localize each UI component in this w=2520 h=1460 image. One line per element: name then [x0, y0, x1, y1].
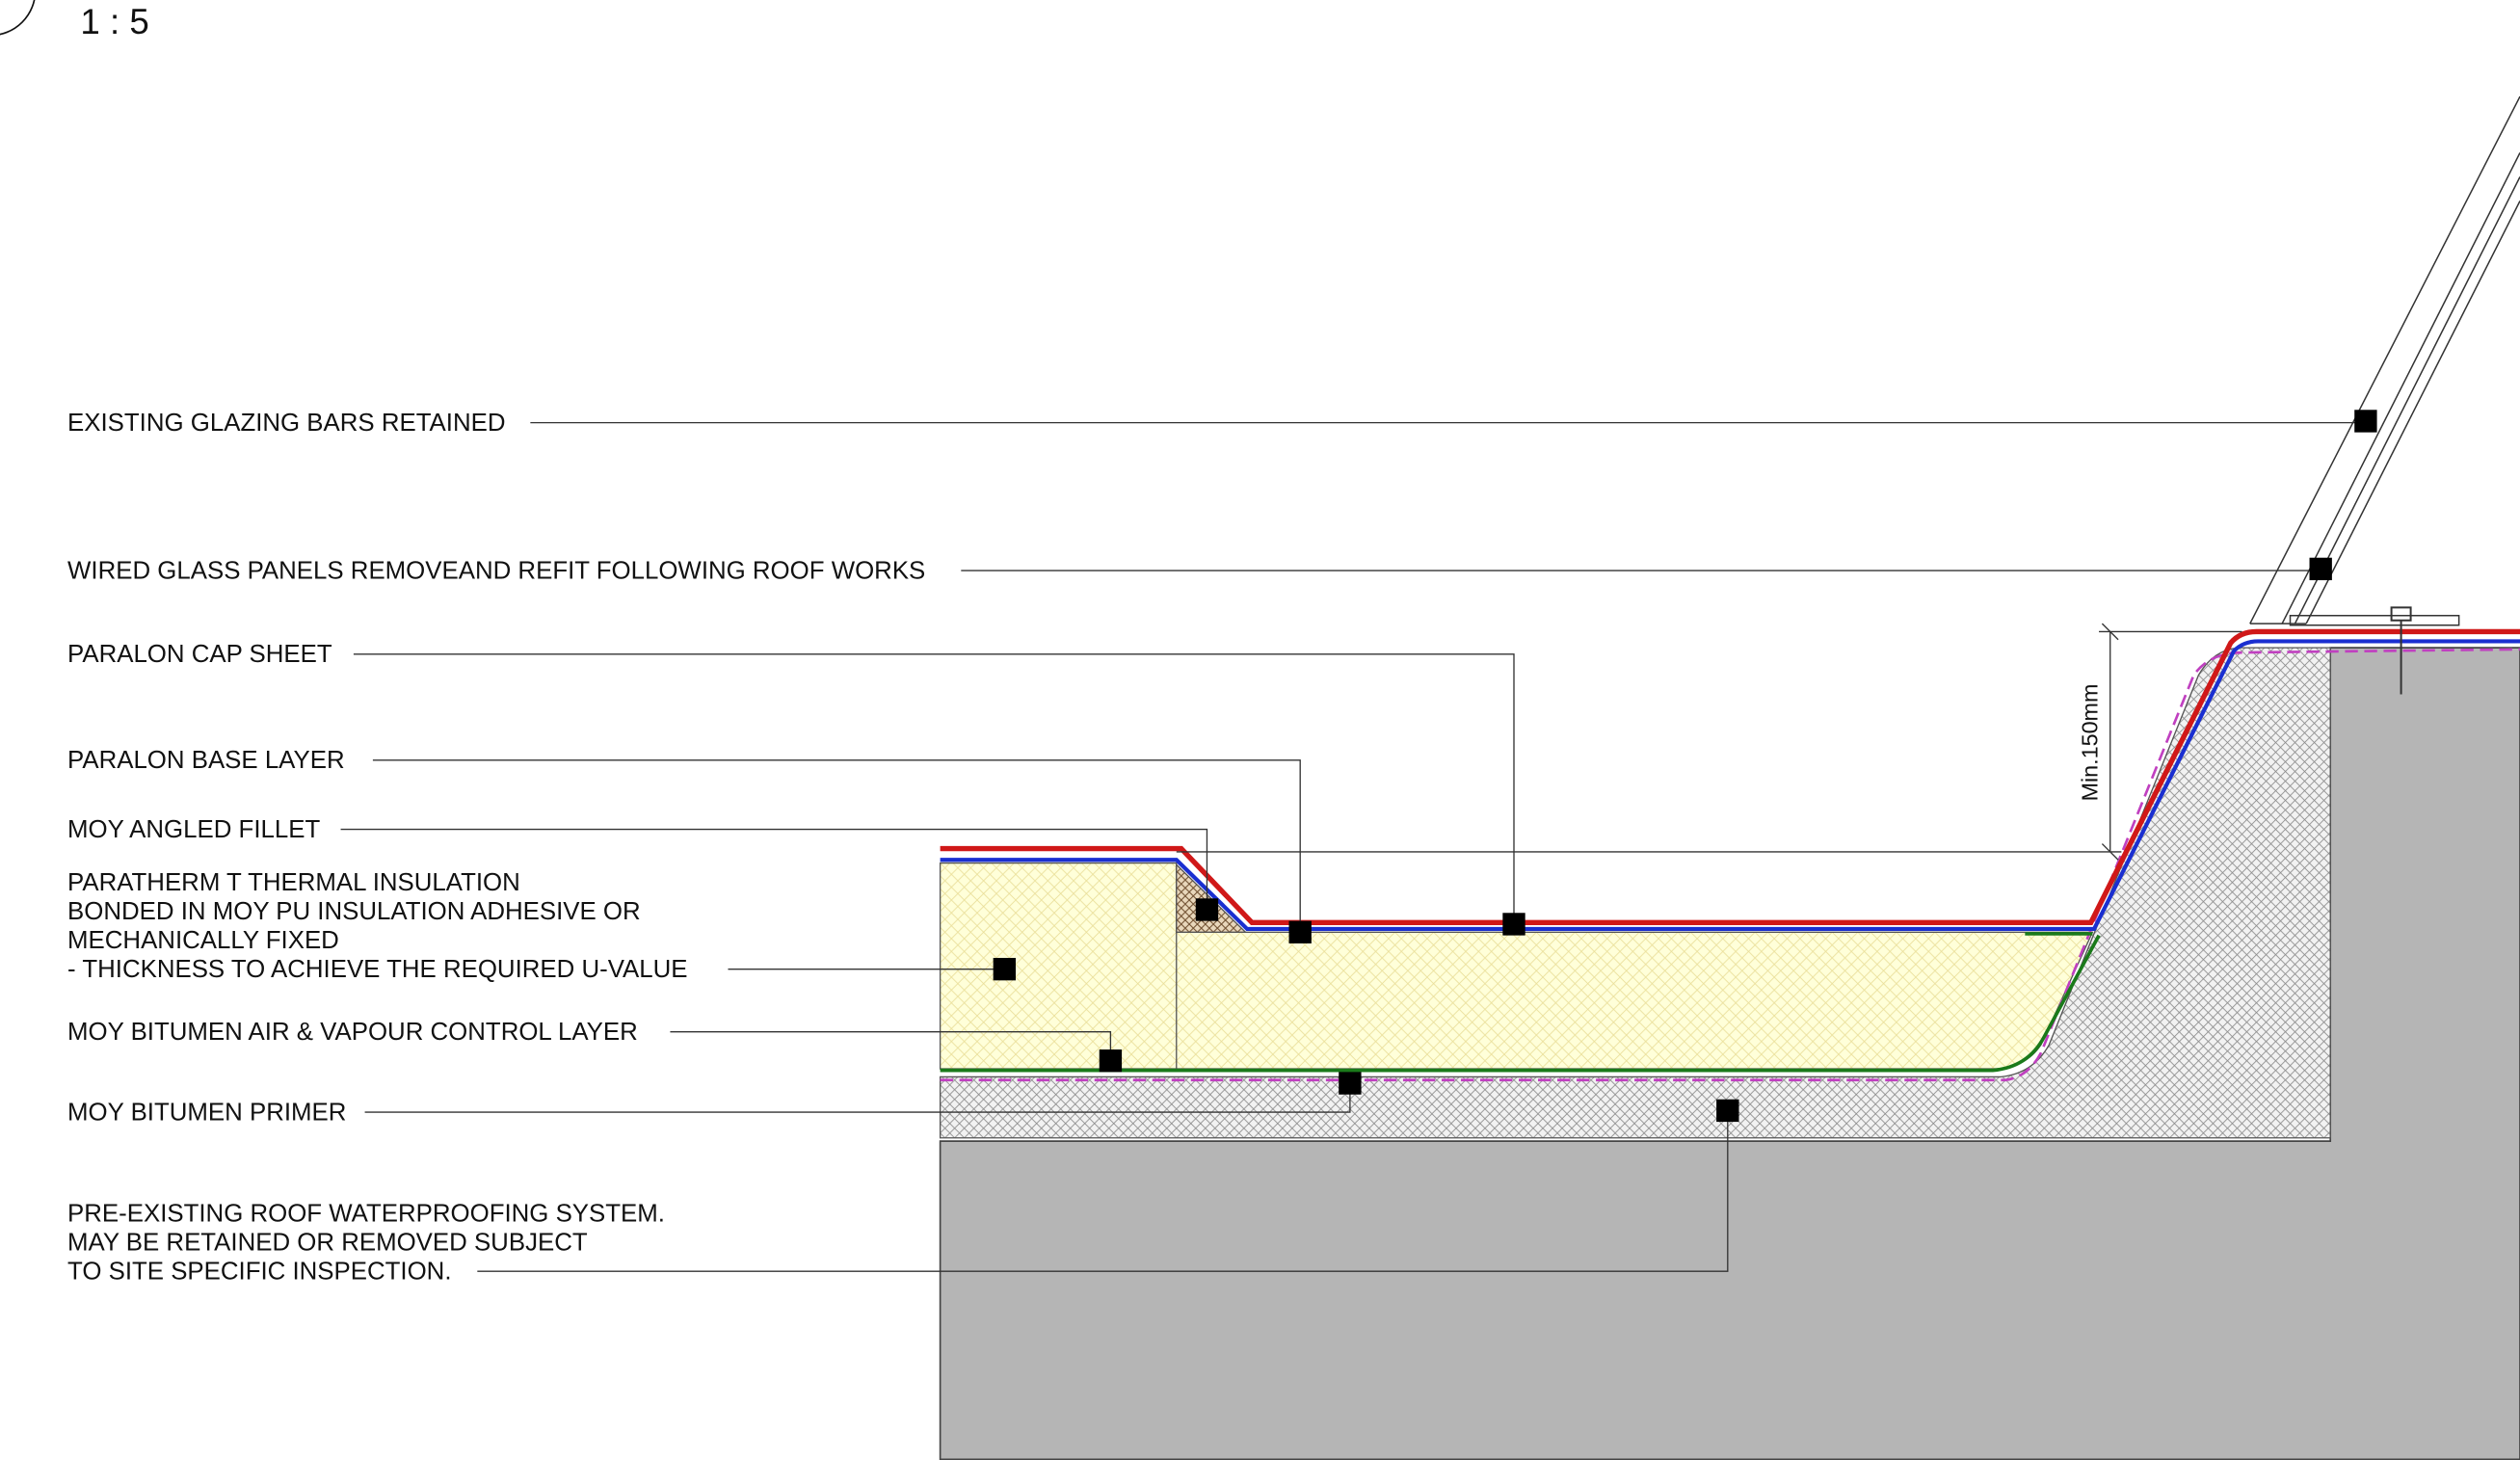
scale-circle: [0, 0, 36, 36]
section-drawing: 1 : 5 Min.150mm E: [0, 0, 2520, 1460]
label-line: MAY BE RETAINED OR REMOVED SUBJECT: [67, 1230, 588, 1257]
insulation: [941, 863, 2093, 1069]
dimension-text: Min.150mm: [2077, 684, 2102, 802]
glazing: [2250, 96, 2520, 694]
label-line: WIRED GLASS PANELS REMOVEAND REFIT FOLLO…: [67, 557, 925, 584]
label-line: PARATHERM T THERMAL INSULATION: [67, 869, 520, 896]
labels: EXISTING GLAZING BARS RETAINED WIRED GLAS…: [67, 410, 925, 1286]
label-line: MOY BITUMEN PRIMER: [67, 1099, 346, 1126]
label-line: PARALON CAP SHEET: [67, 641, 332, 668]
label-line: MECHANICALLY FIXED: [67, 927, 339, 954]
label-line: BONDED IN MOY PU INSULATION ADHESIVE OR: [67, 898, 641, 925]
label-line: TO SITE SPECIFIC INSPECTION.: [67, 1259, 451, 1286]
label-line: EXISTING GLAZING BARS RETAINED: [67, 410, 505, 437]
scale: 1 : 5: [80, 2, 148, 41]
label-line: - THICKNESS TO ACHIEVE THE REQUIRED U-VA…: [67, 956, 687, 983]
label-line: PRE-EXISTING ROOF WATERPROOFING SYSTEM.: [67, 1200, 665, 1227]
label-line: MOY BITUMEN AIR & VAPOUR CONTROL LAYER: [67, 1019, 638, 1046]
label-line: PARALON BASE LAYER: [67, 747, 345, 774]
label-line: MOY ANGLED FILLET: [67, 816, 320, 843]
